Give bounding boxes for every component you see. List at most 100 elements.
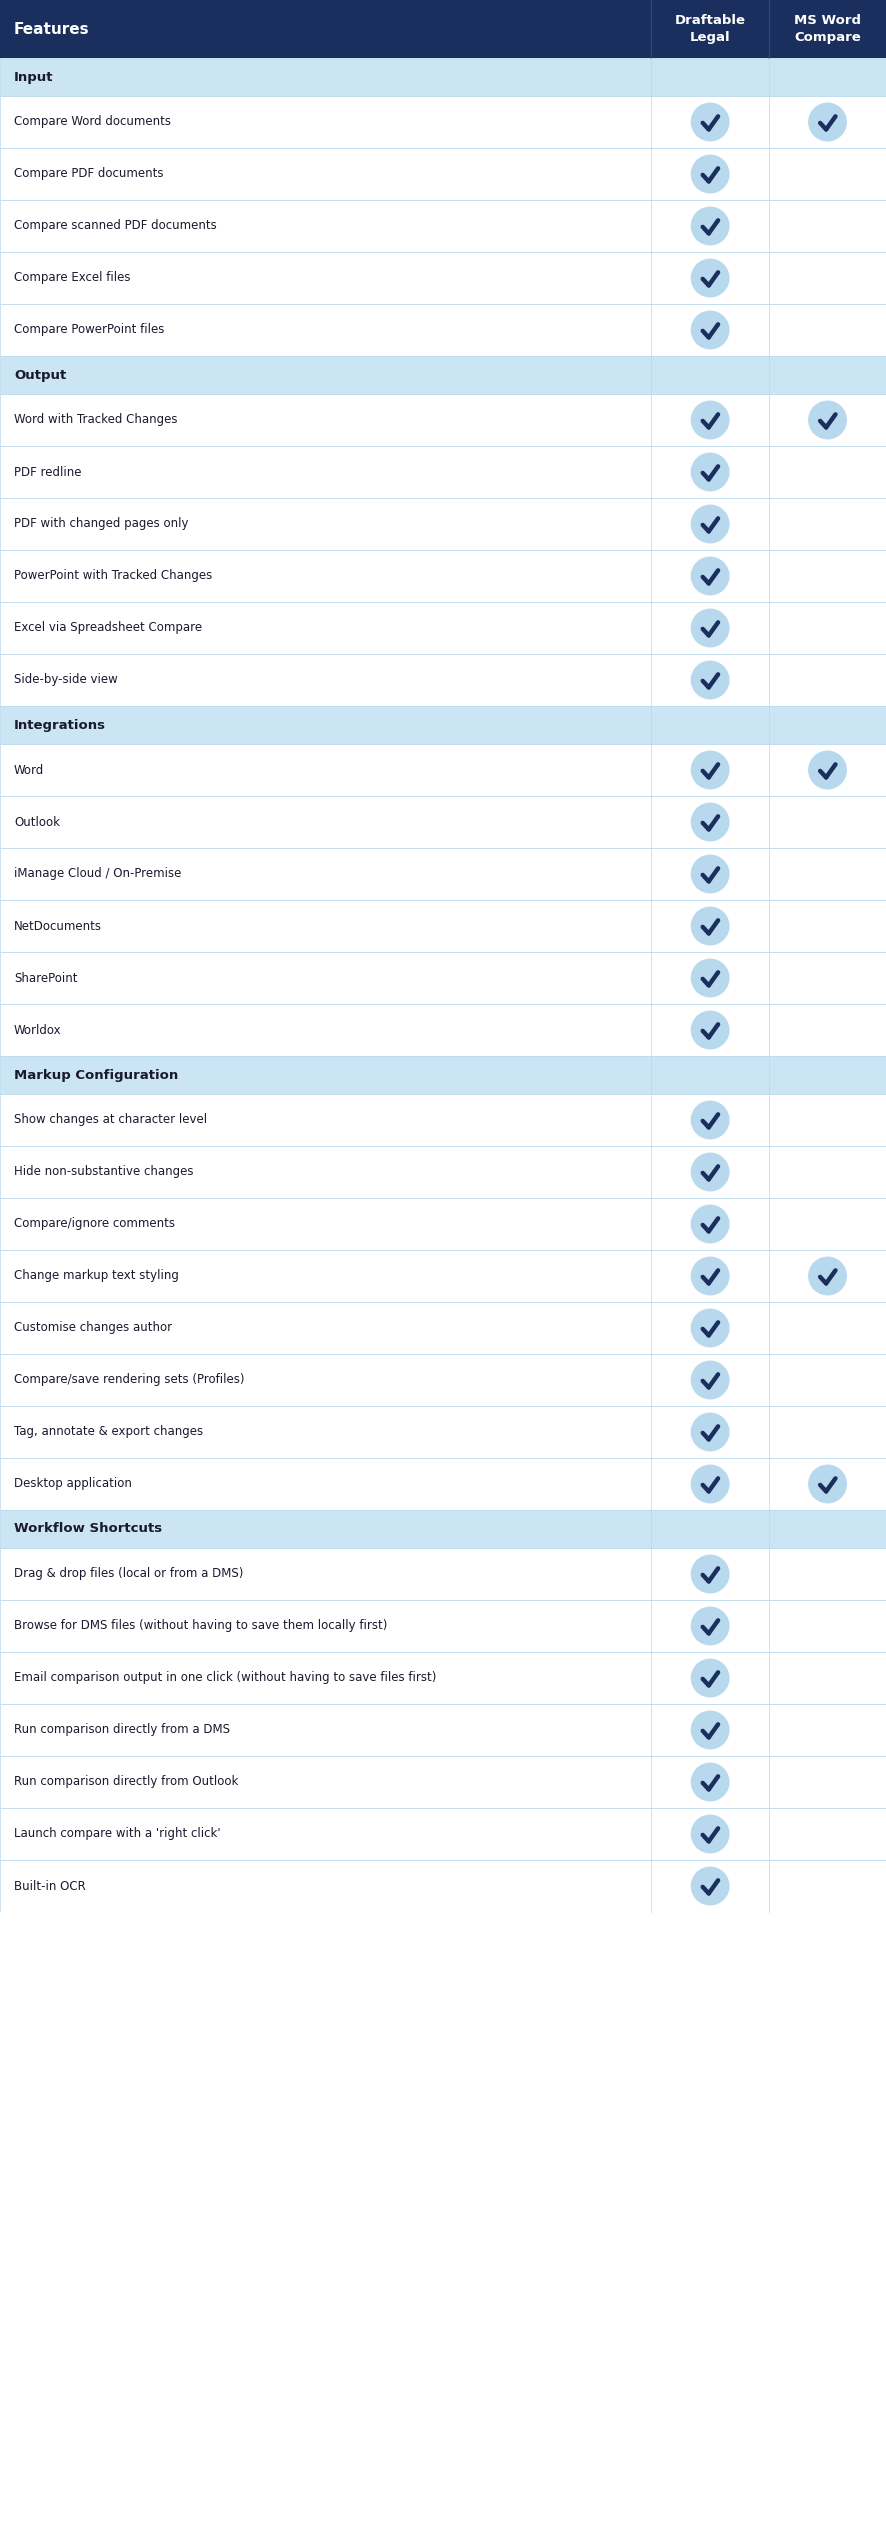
Ellipse shape xyxy=(691,1206,729,1244)
Text: Word: Word xyxy=(14,762,44,778)
Text: PowerPoint with Tracked Changes: PowerPoint with Tracked Changes xyxy=(14,570,213,583)
Text: Drag & drop files (local or from a DMS): Drag & drop files (local or from a DMS) xyxy=(14,1568,244,1581)
Bar xyxy=(0,499,886,550)
Text: Launch compare with a 'right click': Launch compare with a 'right click' xyxy=(14,1826,221,1841)
Bar xyxy=(0,1859,886,1912)
Text: Input: Input xyxy=(14,71,53,84)
Ellipse shape xyxy=(808,750,847,790)
Text: Show changes at character level: Show changes at character level xyxy=(14,1115,207,1127)
Ellipse shape xyxy=(691,1555,729,1593)
Text: Browse for DMS files (without having to save them locally first): Browse for DMS files (without having to … xyxy=(14,1619,387,1631)
Ellipse shape xyxy=(691,155,729,193)
Ellipse shape xyxy=(808,1464,847,1505)
Text: Features: Features xyxy=(14,20,89,35)
Text: Excel via Spreadsheet Compare: Excel via Spreadsheet Compare xyxy=(14,621,202,633)
Bar xyxy=(0,1302,886,1355)
Text: MS Word
Compare: MS Word Compare xyxy=(794,15,861,43)
Bar xyxy=(0,395,886,446)
Ellipse shape xyxy=(691,504,729,545)
Text: NetDocuments: NetDocuments xyxy=(14,919,102,932)
Text: PDF redline: PDF redline xyxy=(14,466,82,479)
Bar xyxy=(0,795,886,849)
Text: Compare Word documents: Compare Word documents xyxy=(14,117,171,129)
Ellipse shape xyxy=(691,1763,729,1801)
Text: Worldox: Worldox xyxy=(14,1023,62,1036)
Ellipse shape xyxy=(691,312,729,350)
Bar xyxy=(0,849,886,899)
Bar xyxy=(0,357,886,395)
Bar xyxy=(0,707,886,745)
Ellipse shape xyxy=(691,1011,729,1049)
Text: Side-by-side view: Side-by-side view xyxy=(14,674,118,686)
Text: Customise changes author: Customise changes author xyxy=(14,1322,172,1335)
Text: Tag, annotate & export changes: Tag, annotate & export changes xyxy=(14,1426,203,1439)
Text: Outlook: Outlook xyxy=(14,816,60,828)
Bar xyxy=(0,1003,886,1056)
Ellipse shape xyxy=(691,400,729,438)
Bar xyxy=(0,1198,886,1249)
Bar xyxy=(0,1459,886,1510)
Text: Built-in OCR: Built-in OCR xyxy=(14,1879,86,1892)
Bar xyxy=(0,147,886,200)
Text: iManage Cloud / On-Premise: iManage Cloud / On-Premise xyxy=(14,866,182,881)
Bar xyxy=(0,0,886,58)
Text: Compare scanned PDF documents: Compare scanned PDF documents xyxy=(14,220,217,233)
Bar xyxy=(0,1601,886,1652)
Text: Change markup text styling: Change markup text styling xyxy=(14,1269,179,1282)
Bar xyxy=(0,745,886,795)
Text: Word with Tracked Changes: Word with Tracked Changes xyxy=(14,413,177,426)
Bar xyxy=(0,1809,886,1859)
Ellipse shape xyxy=(691,957,729,998)
Ellipse shape xyxy=(691,258,729,296)
Ellipse shape xyxy=(691,1099,729,1140)
Bar xyxy=(0,1355,886,1406)
Ellipse shape xyxy=(808,400,847,438)
Bar xyxy=(0,1145,886,1198)
Text: Compare PowerPoint files: Compare PowerPoint files xyxy=(14,324,165,337)
Bar xyxy=(0,200,886,251)
Ellipse shape xyxy=(691,453,729,491)
Bar xyxy=(0,1094,886,1145)
Bar xyxy=(0,1510,886,1548)
Ellipse shape xyxy=(691,1310,729,1348)
Ellipse shape xyxy=(691,208,729,246)
Ellipse shape xyxy=(808,101,847,142)
Ellipse shape xyxy=(691,1153,729,1191)
Bar xyxy=(0,1912,886,2533)
Ellipse shape xyxy=(691,1659,729,1697)
Ellipse shape xyxy=(691,803,729,841)
Ellipse shape xyxy=(691,1867,729,1905)
Ellipse shape xyxy=(691,1413,729,1451)
Bar xyxy=(0,1249,886,1302)
Bar xyxy=(0,58,886,96)
Bar xyxy=(0,1705,886,1755)
Ellipse shape xyxy=(691,1710,729,1750)
Ellipse shape xyxy=(691,854,729,894)
Ellipse shape xyxy=(808,1256,847,1294)
Text: Email comparison output in one click (without having to save files first): Email comparison output in one click (wi… xyxy=(14,1672,437,1684)
Text: Hide non-substantive changes: Hide non-substantive changes xyxy=(14,1165,193,1178)
Ellipse shape xyxy=(691,750,729,790)
Bar xyxy=(0,1652,886,1705)
Text: Compare/save rendering sets (Profiles): Compare/save rendering sets (Profiles) xyxy=(14,1373,245,1386)
Bar xyxy=(0,550,886,603)
Bar xyxy=(0,96,886,147)
Bar xyxy=(0,654,886,707)
Bar xyxy=(0,1755,886,1809)
Text: Compare/ignore comments: Compare/ignore comments xyxy=(14,1218,175,1231)
Ellipse shape xyxy=(691,101,729,142)
Text: Compare PDF documents: Compare PDF documents xyxy=(14,167,164,180)
Ellipse shape xyxy=(691,557,729,595)
Text: Draftable
Legal: Draftable Legal xyxy=(674,15,746,43)
Ellipse shape xyxy=(691,1256,729,1294)
Ellipse shape xyxy=(691,1464,729,1505)
Bar xyxy=(0,1406,886,1459)
Text: Compare Excel files: Compare Excel files xyxy=(14,271,130,284)
Text: Desktop application: Desktop application xyxy=(14,1477,132,1489)
Bar xyxy=(0,603,886,654)
Text: Workflow Shortcuts: Workflow Shortcuts xyxy=(14,1522,162,1535)
Text: PDF with changed pages only: PDF with changed pages only xyxy=(14,517,189,529)
Ellipse shape xyxy=(691,1814,729,1854)
Text: Run comparison directly from a DMS: Run comparison directly from a DMS xyxy=(14,1722,230,1738)
Bar xyxy=(0,1056,886,1094)
